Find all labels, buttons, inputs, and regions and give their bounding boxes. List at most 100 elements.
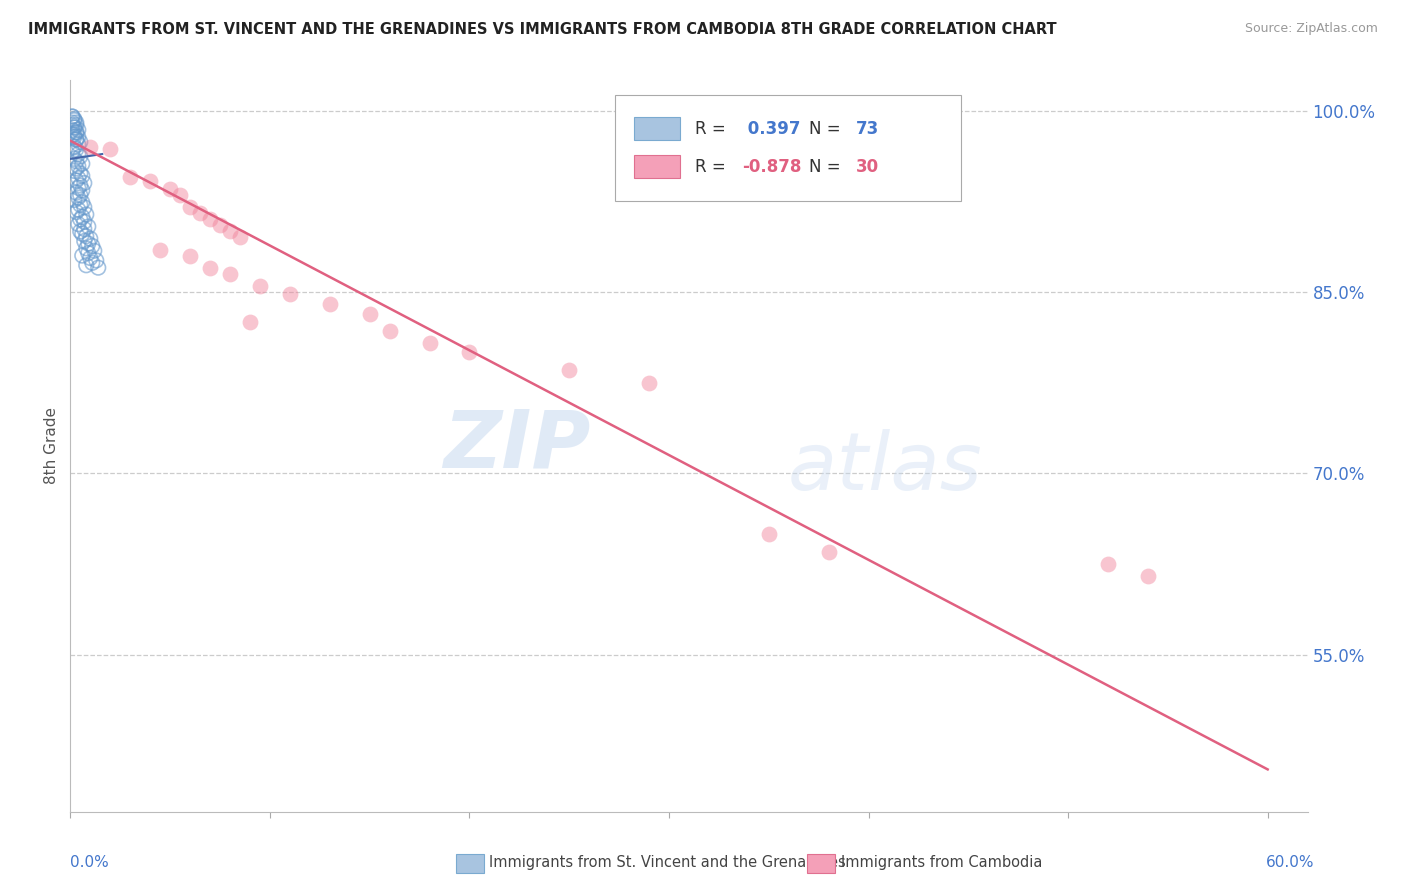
- FancyBboxPatch shape: [614, 95, 962, 201]
- Y-axis label: 8th Grade: 8th Grade: [44, 408, 59, 484]
- Point: [87, 260, 110, 275]
- Point: [67, 202, 90, 217]
- Point: [60, 123, 83, 137]
- Text: 73: 73: [856, 120, 879, 137]
- Point: [72, 249, 94, 263]
- Text: R =: R =: [695, 120, 731, 137]
- Point: [75, 241, 97, 255]
- Point: [239, 315, 262, 329]
- Point: [208, 219, 231, 233]
- Point: [278, 287, 301, 301]
- Point: [67, 171, 90, 186]
- Point: [72, 227, 94, 241]
- Point: [65, 142, 87, 156]
- Text: N =: N =: [808, 158, 846, 176]
- Point: [65, 132, 87, 146]
- Point: [79, 251, 101, 265]
- Text: Immigrants from St. Vincent and the Grenadines: Immigrants from St. Vincent and the Gren…: [489, 855, 846, 870]
- Point: [79, 140, 101, 154]
- Point: [69, 149, 91, 163]
- Point: [359, 307, 381, 321]
- Point: [82, 239, 104, 253]
- Point: [418, 335, 440, 350]
- FancyBboxPatch shape: [634, 117, 681, 140]
- Point: [63, 130, 86, 145]
- Point: [65, 154, 87, 169]
- Point: [149, 243, 172, 257]
- FancyBboxPatch shape: [634, 155, 681, 178]
- Text: 0.397: 0.397: [742, 120, 800, 137]
- Point: [63, 193, 86, 207]
- Point: [69, 224, 91, 238]
- Point: [84, 253, 107, 268]
- Point: [65, 173, 87, 187]
- Point: [73, 200, 96, 214]
- Text: -0.878: -0.878: [742, 158, 801, 176]
- Point: [98, 142, 121, 156]
- Point: [67, 181, 90, 195]
- Point: [198, 260, 221, 275]
- Point: [65, 115, 87, 129]
- Text: R =: R =: [695, 158, 731, 176]
- Point: [75, 207, 97, 221]
- Text: atlas: atlas: [787, 429, 983, 507]
- Text: IMMIGRANTS FROM ST. VINCENT AND THE GRENADINES VS IMMIGRANTS FROM CAMBODIA 8TH G: IMMIGRANTS FROM ST. VINCENT AND THE GREN…: [28, 22, 1057, 37]
- Point: [63, 152, 86, 166]
- Point: [458, 345, 481, 359]
- Point: [63, 128, 86, 142]
- Point: [63, 164, 86, 178]
- Point: [558, 363, 581, 377]
- Point: [60, 145, 83, 159]
- Point: [179, 249, 201, 263]
- Text: 60.0%: 60.0%: [1267, 855, 1315, 870]
- Point: [69, 198, 91, 212]
- Point: [1136, 569, 1159, 583]
- Point: [188, 206, 211, 220]
- Point: [229, 230, 252, 244]
- Point: [77, 219, 100, 234]
- Point: [60, 110, 83, 124]
- Point: [638, 376, 661, 390]
- Point: [75, 258, 97, 272]
- Point: [73, 176, 96, 190]
- Point: [67, 190, 90, 204]
- Point: [319, 297, 342, 311]
- Point: [60, 115, 83, 129]
- Text: N =: N =: [808, 120, 846, 137]
- Point: [77, 246, 100, 260]
- Point: [77, 236, 100, 251]
- Point: [65, 161, 87, 176]
- Point: [65, 118, 87, 132]
- Point: [67, 217, 90, 231]
- Point: [1097, 557, 1119, 571]
- Point: [72, 183, 94, 197]
- Point: [82, 256, 104, 270]
- Point: [69, 178, 91, 193]
- Text: 30: 30: [856, 158, 879, 176]
- Point: [139, 173, 162, 187]
- Point: [159, 182, 181, 196]
- Point: [63, 120, 86, 135]
- Text: ZIP: ZIP: [443, 407, 591, 485]
- Point: [249, 278, 271, 293]
- Point: [72, 210, 94, 224]
- Point: [69, 135, 91, 149]
- Point: [65, 205, 87, 219]
- Point: [83, 244, 105, 258]
- Point: [169, 188, 191, 202]
- Point: [73, 222, 96, 236]
- Text: 0.0%: 0.0%: [70, 855, 110, 870]
- Point: [65, 186, 87, 200]
- Point: [67, 147, 90, 161]
- Point: [63, 112, 86, 126]
- Point: [219, 267, 242, 281]
- Point: [72, 157, 94, 171]
- Point: [67, 159, 90, 173]
- Point: [60, 128, 83, 142]
- Point: [75, 229, 97, 244]
- Point: [179, 200, 201, 214]
- Point: [758, 526, 780, 541]
- Point: [65, 132, 87, 146]
- Point: [198, 212, 221, 227]
- Point: [63, 113, 86, 128]
